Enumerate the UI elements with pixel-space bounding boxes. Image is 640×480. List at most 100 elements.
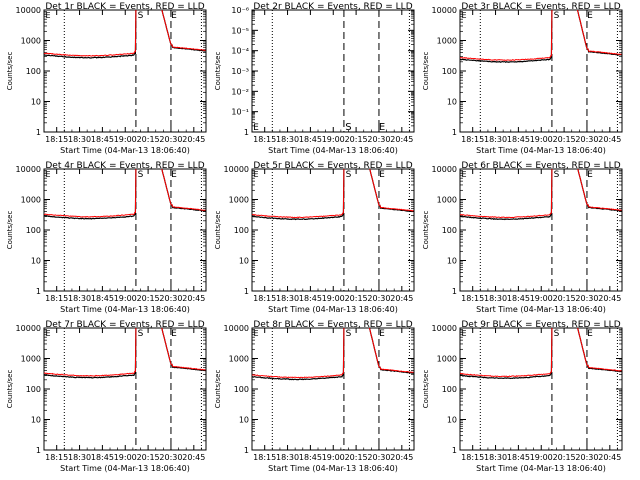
x-tick-label: 18:15 xyxy=(461,135,484,144)
x-tick-label: 20:45 xyxy=(182,453,205,462)
y-tick-label: 100 xyxy=(234,385,249,394)
panel-title: Det 5r BLACK = Events, RED = LLD xyxy=(253,161,412,171)
y-tick-label: 1 xyxy=(452,287,457,296)
x-axis-label: Start Time (04-Mar-13 18:06:40) xyxy=(476,146,606,155)
x-tick-label: 18:30 xyxy=(484,135,507,144)
start-marker-label: S xyxy=(138,329,144,339)
detector-panel: Det 9r BLACK = Events, RED = LLD Counts/s… xyxy=(422,320,623,473)
end-marker-label: E xyxy=(379,170,385,180)
x-tick-label: 18:30 xyxy=(276,294,299,303)
x-tick-label: 20:30 xyxy=(367,135,390,144)
x-tick-label: 18:30 xyxy=(68,135,91,144)
x-tick-label: 18:45 xyxy=(507,135,530,144)
y-tick-label: 1000 xyxy=(21,196,41,205)
y-tick-label: 1000 xyxy=(437,196,457,205)
start-marker-label: S xyxy=(138,11,144,21)
y-tick-label: 10 xyxy=(239,257,249,266)
detector-panel: Det 1r BLACK = Events, RED = LLD Counts/s… xyxy=(6,2,207,155)
x-tick-label: 18:45 xyxy=(91,135,114,144)
x-tick-label: 19:00 xyxy=(530,453,553,462)
end-marker-label: E xyxy=(379,122,385,133)
x-axis-label: Start Time (04-Mar-13 18:06:40) xyxy=(268,464,398,473)
x-tick-label: 20:30 xyxy=(575,453,598,462)
x-tick-label: 18:30 xyxy=(276,453,299,462)
x-tick-label: 19:00 xyxy=(114,453,137,462)
x-tick-label: 18:15 xyxy=(253,294,276,303)
y-tick-label: 100 xyxy=(442,385,457,394)
x-tick-label: 18:15 xyxy=(461,294,484,303)
y-tick-label: 10 xyxy=(447,416,457,425)
x-tick-label: 20:15 xyxy=(137,453,160,462)
lld-series-line xyxy=(44,10,206,57)
detector-panel: Det 2r BLACK = Events, RED = LLD Counts/s… xyxy=(214,2,415,155)
detector-panel: Det 6r BLACK = Events, RED = LLD Counts/s… xyxy=(422,161,623,314)
x-tick-label: 19:00 xyxy=(114,135,137,144)
y-tick-label: 1000 xyxy=(437,355,457,364)
y-tick-label: 1 xyxy=(452,446,457,455)
y-tick-label: 10000 xyxy=(16,165,41,174)
y-tick-label: 10 xyxy=(31,257,41,266)
y-tick-label: 10 xyxy=(31,98,41,107)
lld-series-line xyxy=(44,328,206,377)
y-tick-label: 10000 xyxy=(16,324,41,333)
y-axis-label: Counts/sec xyxy=(214,211,222,250)
end-marker-label: E xyxy=(253,123,259,133)
x-tick-label: 20:30 xyxy=(367,453,390,462)
y-axis-label: Counts/sec xyxy=(214,52,222,91)
x-tick-label: 20:45 xyxy=(598,294,621,303)
y-tick-label: 1 xyxy=(36,128,41,137)
end-marker-label: E xyxy=(461,11,466,20)
y-tick-label: 10000 xyxy=(432,324,457,333)
y-axis-label: Counts/sec xyxy=(6,52,14,91)
detector-panel: Det 7r BLACK = Events, RED = LLD Counts/s… xyxy=(6,320,207,473)
y-tick-label: 10 xyxy=(31,416,41,425)
lld-series-line xyxy=(252,328,414,379)
y-tick-label: 10000 xyxy=(432,165,457,174)
end-marker-label: E xyxy=(253,170,258,179)
x-tick-label: 20:30 xyxy=(159,135,182,144)
x-tick-label: 20:45 xyxy=(182,294,205,303)
y-tick-label: 10⁻³ xyxy=(231,67,249,76)
x-axis-label: Start Time (04-Mar-13 18:06:40) xyxy=(60,464,190,473)
x-tick-label: 19:00 xyxy=(530,294,553,303)
x-tick-label: 20:15 xyxy=(553,135,576,144)
x-tick-label: 20:15 xyxy=(345,453,368,462)
lld-series-line xyxy=(460,169,622,219)
lld-series-line xyxy=(252,169,414,219)
x-tick-label: 18:15 xyxy=(45,135,68,144)
panel-title: Det 1r BLACK = Events, RED = LLD xyxy=(45,2,204,12)
panel-title: Det 7r BLACK = Events, RED = LLD xyxy=(45,320,204,330)
y-tick-label: 10⁻¹ xyxy=(231,108,249,117)
plot-frame xyxy=(459,327,623,451)
lld-series-line xyxy=(460,10,622,61)
detector-panel: Det 4r BLACK = Events, RED = LLD Counts/s… xyxy=(6,161,207,314)
y-tick-label: 100 xyxy=(234,226,249,235)
panel-title: Det 9r BLACK = Events, RED = LLD xyxy=(461,320,620,330)
events-series-line xyxy=(44,328,206,379)
end-marker-label: E xyxy=(379,329,385,339)
y-tick-label: 10⁻⁵ xyxy=(231,26,249,35)
x-tick-label: 18:30 xyxy=(484,453,507,462)
x-tick-label: 19:00 xyxy=(322,135,345,144)
x-tick-label: 20:30 xyxy=(159,453,182,462)
end-marker-label: E xyxy=(45,170,50,179)
x-tick-label: 18:30 xyxy=(484,294,507,303)
plot-frame xyxy=(43,168,207,292)
x-tick-label: 18:45 xyxy=(507,453,530,462)
x-tick-label: 20:45 xyxy=(390,294,413,303)
x-tick-label: 20:45 xyxy=(598,453,621,462)
y-tick-label: 1 xyxy=(244,446,249,455)
y-tick-label: 1 xyxy=(36,446,41,455)
start-marker-label: S xyxy=(554,11,560,21)
x-tick-label: 20:15 xyxy=(553,294,576,303)
x-tick-label: 18:30 xyxy=(276,135,299,144)
x-tick-label: 20:30 xyxy=(159,294,182,303)
y-tick-label: 10⁻² xyxy=(231,87,249,96)
end-marker-label: E xyxy=(171,329,177,339)
y-tick-label: 1000 xyxy=(437,37,457,46)
events-series-line xyxy=(460,10,622,64)
y-axis-label: Counts/sec xyxy=(6,370,14,409)
events-series-line xyxy=(44,169,206,220)
end-marker-label: E xyxy=(461,329,466,338)
plot-frame xyxy=(43,9,207,133)
